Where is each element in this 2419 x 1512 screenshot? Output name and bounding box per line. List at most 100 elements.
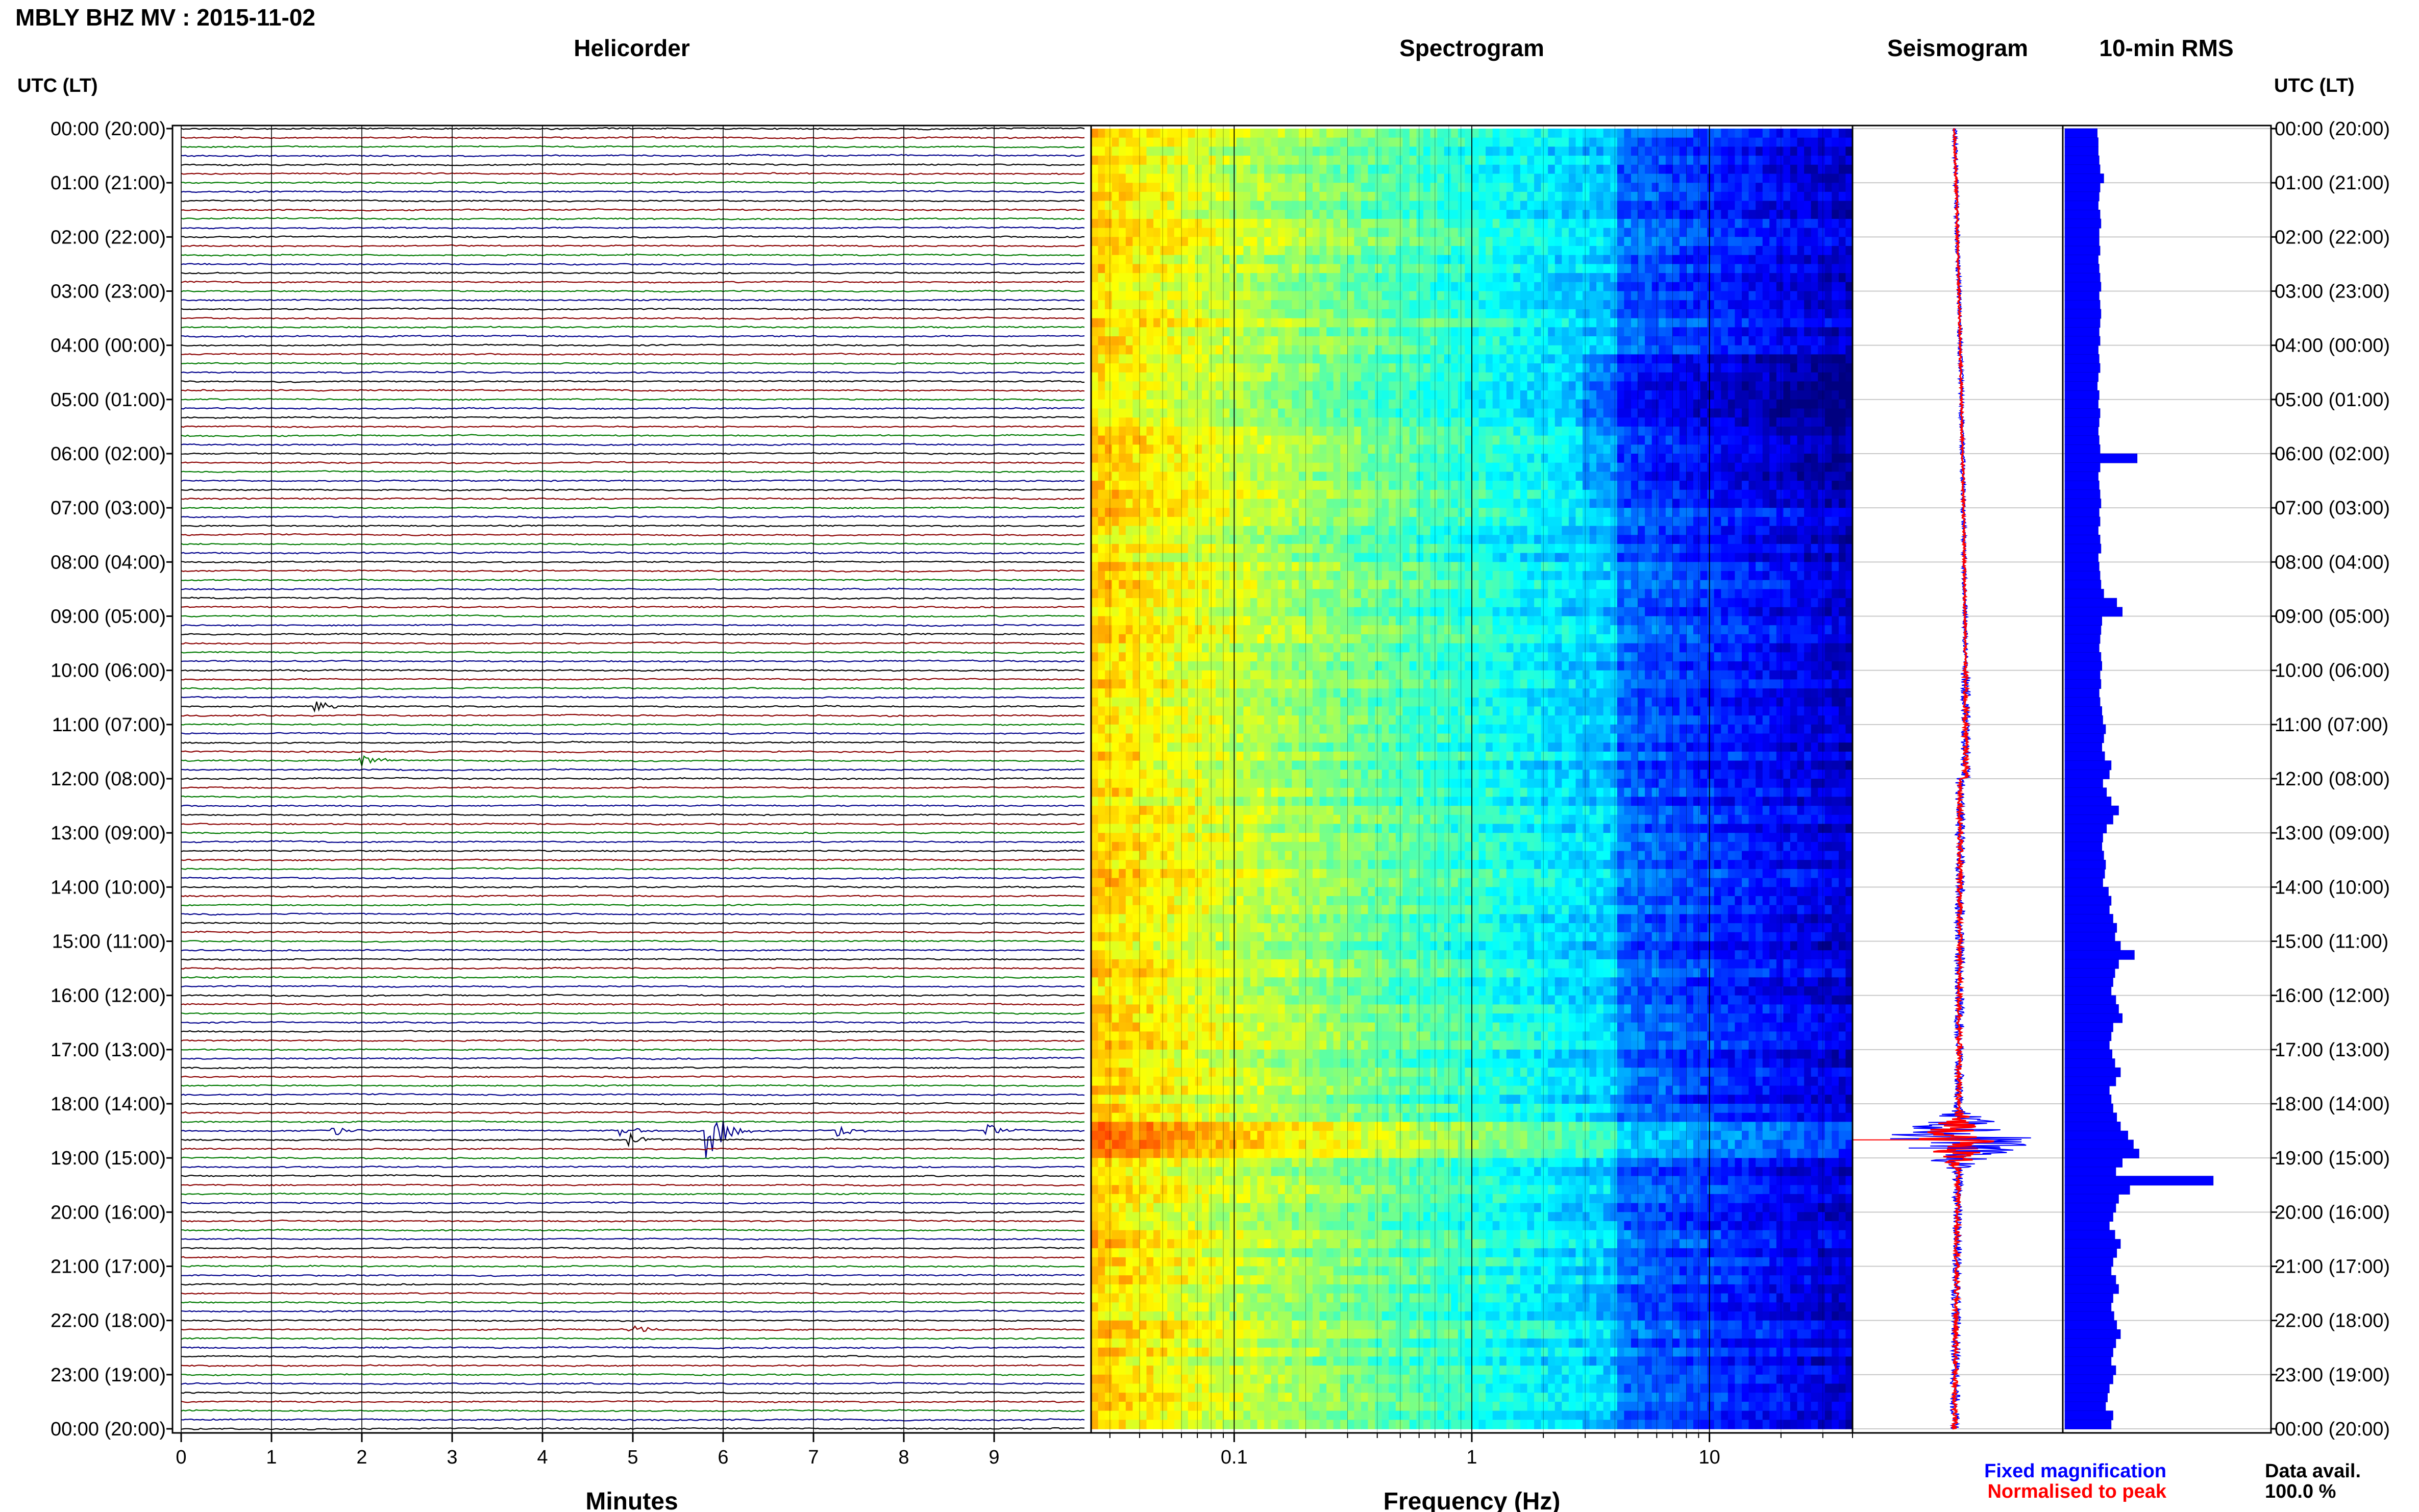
spectrogram-cell — [1237, 1348, 1244, 1357]
spectrogram-cell — [1313, 499, 1320, 509]
spectrogram-cell — [1161, 1212, 1168, 1222]
spectrogram-cell — [1229, 1023, 1237, 1032]
spectrogram-cell — [1174, 770, 1181, 779]
spectrogram-cell — [1167, 1167, 1174, 1177]
spectrogram-cell — [1147, 192, 1154, 202]
spectrogram-cell — [1132, 589, 1140, 599]
spectrogram-cell — [1257, 138, 1265, 147]
spectrogram-cell — [1237, 752, 1244, 761]
spectrogram-cell — [1153, 607, 1161, 617]
spectrogram-cell — [1161, 688, 1168, 698]
spectrogram-cell — [1202, 129, 1209, 138]
spectrogram-cell — [1167, 742, 1174, 752]
spectrogram-cell — [1153, 1077, 1161, 1086]
spectrogram-cell — [1257, 1267, 1265, 1276]
spectrogram-cell — [1299, 463, 1306, 473]
spectrogram-cell — [1098, 779, 1105, 788]
spectrogram-cell — [1243, 806, 1250, 815]
spectrogram-cell — [1223, 255, 1230, 265]
spectrogram-cell — [1126, 444, 1133, 454]
spectrogram-cell — [1105, 580, 1112, 590]
spectrogram-cell — [1147, 1194, 1154, 1204]
spectrogram-cell — [1299, 219, 1306, 229]
spectrogram-cell — [1313, 1302, 1320, 1312]
spectrogram-cell — [1278, 264, 1285, 274]
spectrogram-cell — [1216, 264, 1223, 274]
spectrogram-cell — [1195, 589, 1202, 599]
spectrogram-cell — [1306, 444, 1313, 454]
spectrogram-cell — [1119, 1267, 1126, 1276]
spectrogram-cell — [1195, 833, 1202, 842]
spectrogram-cell — [1098, 806, 1105, 815]
spectrogram-cell — [1313, 1393, 1320, 1402]
spectrogram-cell — [1292, 625, 1299, 635]
spectrogram-cell — [1285, 1348, 1292, 1357]
spectrogram-cell — [1299, 932, 1306, 942]
spectrogram-cell — [1112, 1149, 1119, 1159]
spectrogram-cell — [1140, 390, 1147, 400]
spectrogram-cell — [1264, 634, 1271, 644]
spectrogram-cell — [1161, 761, 1168, 771]
spectrogram-cell — [1264, 562, 1271, 572]
spectrogram-cell — [1119, 1239, 1126, 1249]
spectrogram-cell — [1105, 138, 1112, 147]
spectrogram-cell — [1098, 1348, 1105, 1357]
spectrogram-cell — [1285, 1068, 1292, 1077]
spectrogram-cell — [1181, 752, 1188, 761]
spectrogram-cell — [1174, 788, 1181, 798]
spectrogram-cell — [1112, 1375, 1119, 1384]
spectrogram-cell — [1229, 671, 1237, 680]
spectrogram-cell — [1306, 950, 1313, 960]
spectrogram-cell — [1147, 1140, 1154, 1150]
spectrogram-cell — [1216, 1140, 1223, 1150]
spectrogram-cell — [1216, 779, 1223, 788]
spectrogram-cell — [1264, 1013, 1271, 1023]
spectrogram-cell — [1229, 824, 1237, 834]
spectrogram-cell — [1264, 589, 1271, 599]
spectrogram-cell — [1306, 219, 1313, 229]
spectrogram-cell — [1098, 616, 1105, 626]
spectrogram-cell — [1223, 1122, 1230, 1131]
spectrogram-cell — [1195, 941, 1202, 951]
spectrogram-cell — [1091, 363, 1098, 373]
spectrogram-cell — [1140, 192, 1147, 202]
spectrogram-cell — [1091, 1311, 1098, 1321]
spectrogram-cell — [1167, 562, 1174, 572]
spectrogram-cell — [1188, 1393, 1195, 1402]
spectrogram-cell — [1229, 752, 1237, 761]
spectrogram-cell — [1250, 1275, 1257, 1285]
spectrogram-cell — [1264, 327, 1271, 337]
spectrogram-cell — [1271, 1013, 1278, 1023]
spectrogram-cell — [1126, 210, 1133, 219]
spectrogram-cell — [1292, 752, 1299, 761]
spectrogram-cell — [1167, 625, 1174, 635]
spectrogram-cell — [1313, 1023, 1320, 1032]
spectrogram-cell — [1126, 192, 1133, 202]
spectrogram-cell — [1181, 1348, 1188, 1357]
spectrogram-cell — [1202, 941, 1209, 951]
spectrogram-cell — [1174, 688, 1181, 698]
spectrogram-cell — [1132, 1384, 1140, 1394]
spectrogram-cell — [1285, 661, 1292, 671]
spectrogram-cell — [1153, 318, 1161, 328]
spectrogram-cell — [1091, 742, 1098, 752]
spectrogram-cell — [1223, 1257, 1230, 1267]
spectrogram-cell — [1105, 896, 1112, 906]
spectrogram-cell — [1188, 986, 1195, 996]
spectrogram-cell — [1243, 1176, 1250, 1186]
spectrogram-cell — [1271, 1031, 1278, 1041]
spectrogram-cell — [1285, 1131, 1292, 1141]
spectrogram-cell — [1257, 1031, 1265, 1041]
spectrogram-cell — [1216, 444, 1223, 454]
spectrogram-cell — [1257, 427, 1265, 436]
spectrogram-cell — [1161, 824, 1168, 834]
spectrogram-cell — [1202, 1068, 1209, 1077]
spectrogram-cell — [1181, 327, 1188, 337]
spectrogram-cell — [1250, 661, 1257, 671]
spectrogram-cell — [1250, 1050, 1257, 1059]
spectrogram-cell — [1306, 779, 1313, 788]
spectrogram-cell — [1132, 228, 1140, 238]
spectrogram-cell — [1132, 210, 1140, 219]
spectrogram-cell — [1161, 192, 1168, 202]
spectrogram-cell — [1285, 1302, 1292, 1312]
